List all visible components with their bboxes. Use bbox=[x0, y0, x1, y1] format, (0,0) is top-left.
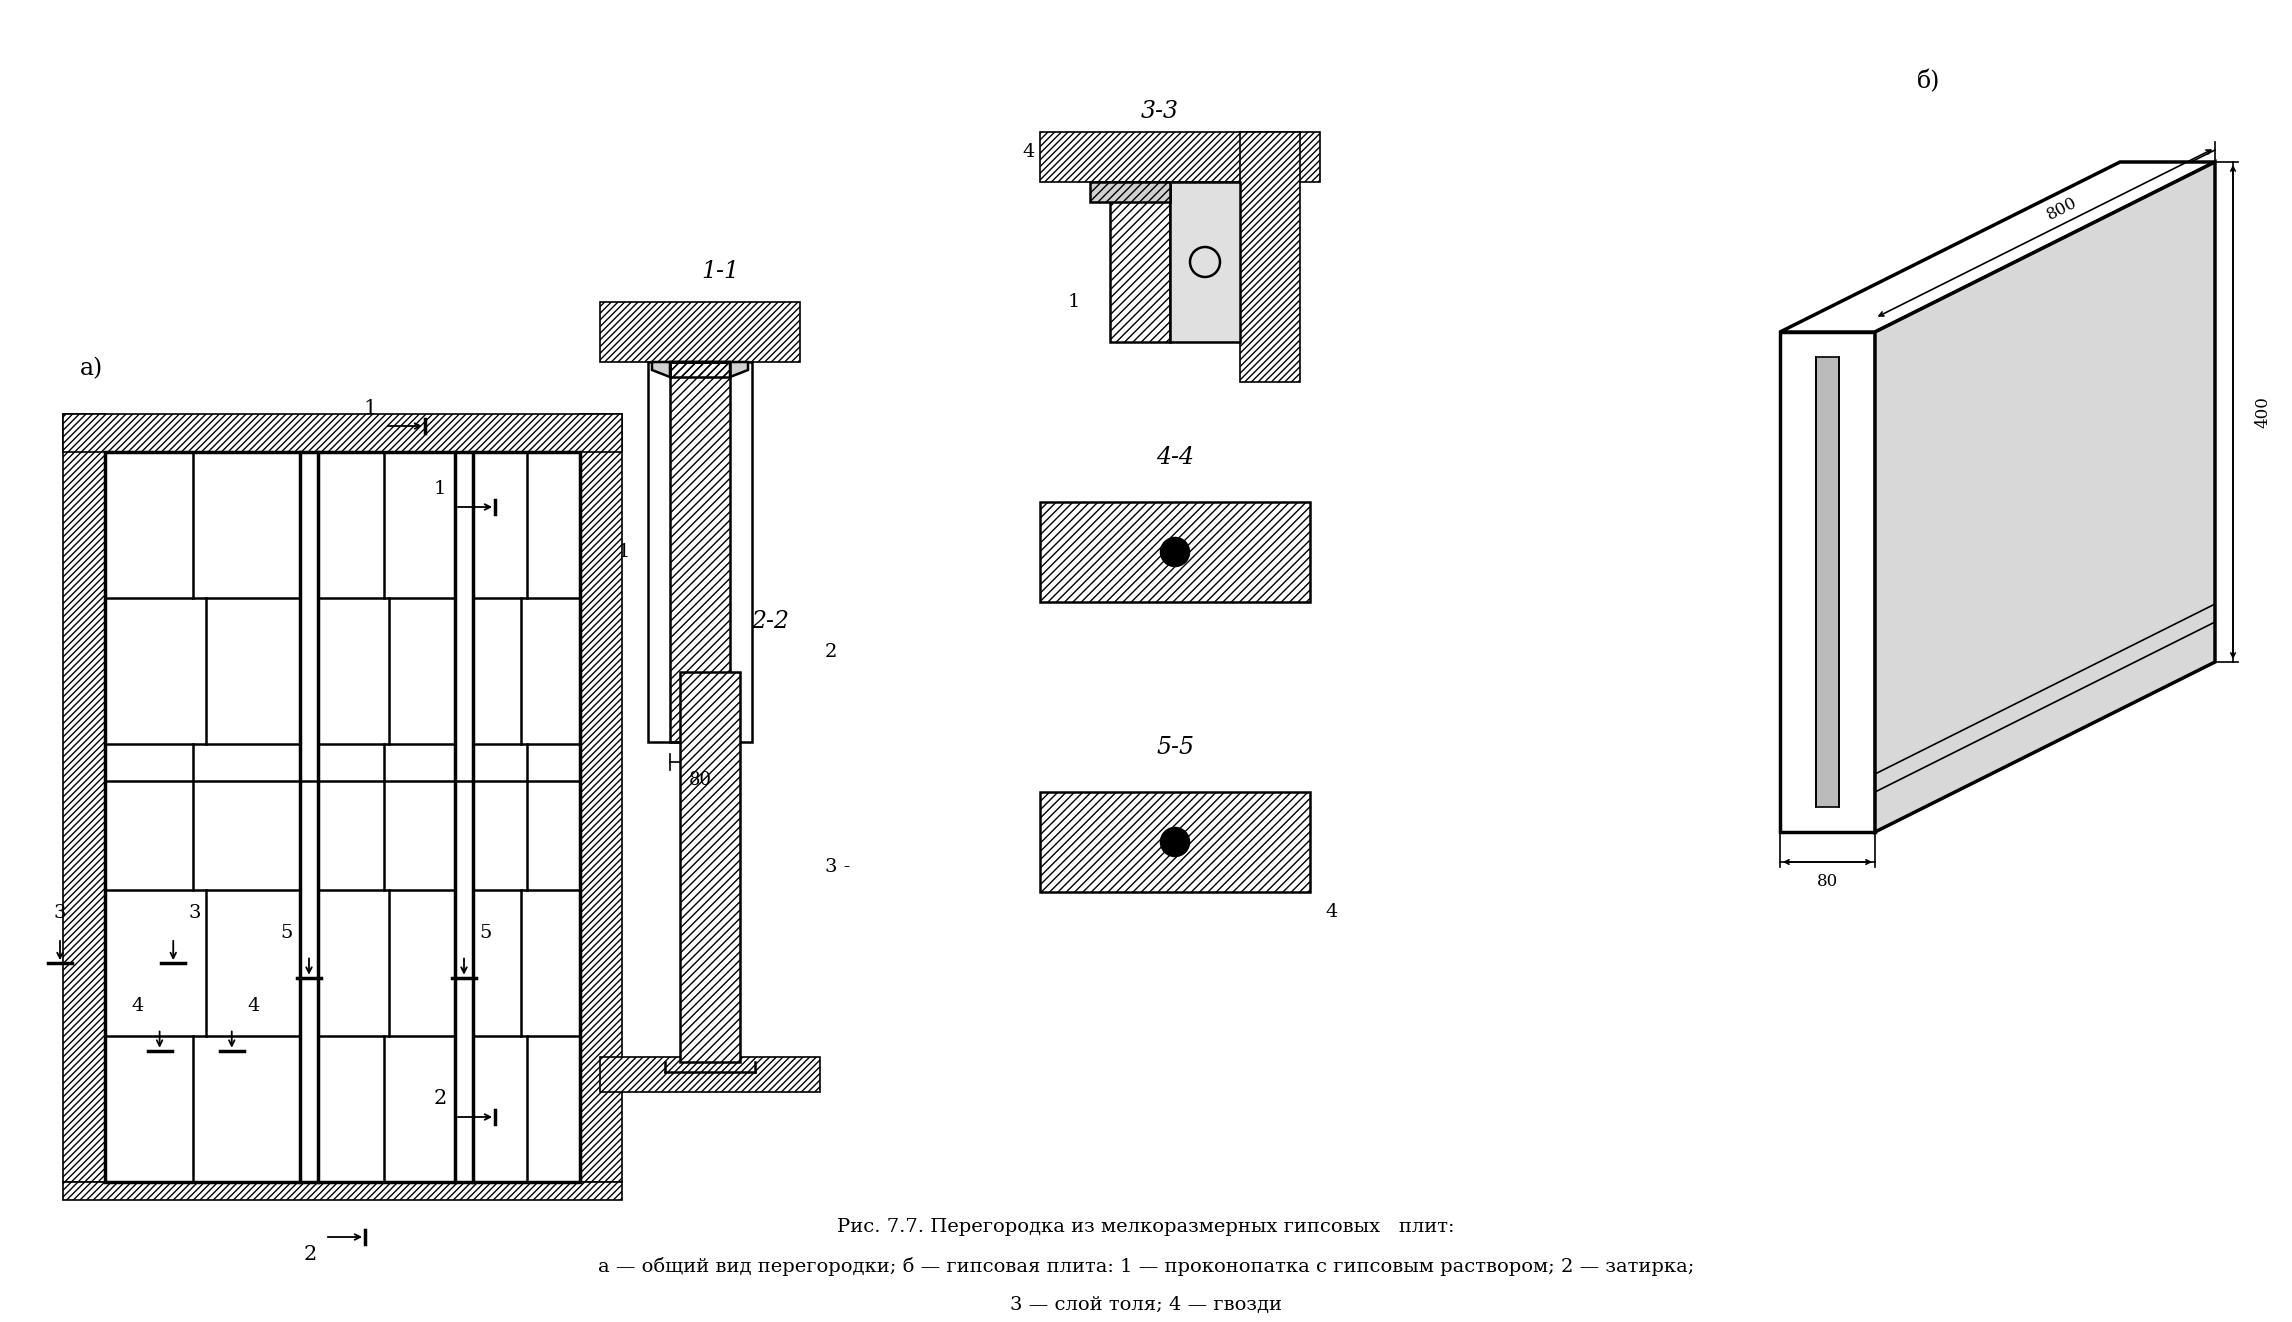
Bar bbox=[62, 414, 621, 452]
Text: б): б) bbox=[1918, 70, 1941, 94]
Bar bbox=[1815, 357, 1838, 806]
Text: 400: 400 bbox=[2255, 397, 2271, 428]
Polygon shape bbox=[651, 362, 747, 377]
Bar bbox=[1781, 332, 1875, 832]
Text: 4: 4 bbox=[1022, 143, 1036, 161]
Text: 3 -: 3 - bbox=[825, 858, 850, 876]
Text: 2: 2 bbox=[303, 1245, 316, 1265]
Bar bbox=[669, 362, 729, 377]
Circle shape bbox=[1162, 538, 1190, 566]
Bar bbox=[1091, 182, 1169, 202]
Text: 1: 1 bbox=[364, 398, 376, 418]
Text: 4: 4 bbox=[248, 997, 259, 1014]
Bar bbox=[62, 1182, 621, 1200]
Bar bbox=[580, 414, 621, 1182]
Bar bbox=[1240, 132, 1300, 382]
Text: Рис. 7.7. Перегородка из мелкоразмерных гипсовых   плит:: Рис. 7.7. Перегородка из мелкоразмерных … bbox=[837, 1218, 1455, 1236]
Text: 80: 80 bbox=[688, 771, 711, 789]
Text: 5: 5 bbox=[479, 924, 493, 941]
Circle shape bbox=[1162, 828, 1190, 857]
Text: 3: 3 bbox=[188, 904, 202, 921]
Text: 5-5: 5-5 bbox=[1155, 735, 1194, 759]
Bar bbox=[601, 1058, 821, 1092]
Text: 4-4: 4-4 bbox=[1155, 446, 1194, 468]
Text: а — общий вид перегородки; б — гипсовая плита: 1 — проконопатка с гипсовым раств: а — общий вид перегородки; б — гипсовая … bbox=[598, 1257, 1694, 1277]
Text: 2-2: 2-2 bbox=[752, 611, 788, 633]
Bar bbox=[1041, 792, 1311, 892]
Text: 3 — слой толя; 4 — гвозди: 3 — слой толя; 4 — гвозди bbox=[1011, 1296, 1281, 1314]
Bar bbox=[681, 672, 740, 1062]
Polygon shape bbox=[1875, 163, 2214, 832]
Text: 1: 1 bbox=[433, 480, 447, 498]
Text: 800: 800 bbox=[2044, 194, 2081, 223]
Bar bbox=[1041, 502, 1311, 602]
Text: 1: 1 bbox=[1068, 293, 1080, 311]
Text: 1-1: 1-1 bbox=[701, 260, 738, 283]
Text: 80: 80 bbox=[1815, 874, 1838, 891]
Text: 4: 4 bbox=[1325, 903, 1336, 921]
Polygon shape bbox=[1781, 163, 2214, 332]
Text: 3: 3 bbox=[53, 904, 66, 921]
Text: 5: 5 bbox=[282, 924, 293, 941]
Bar bbox=[669, 362, 729, 742]
Text: 4: 4 bbox=[131, 997, 144, 1014]
Text: 2: 2 bbox=[825, 642, 837, 661]
Text: а): а) bbox=[80, 357, 103, 381]
Bar bbox=[105, 452, 580, 1182]
Bar bbox=[601, 301, 800, 362]
Bar bbox=[649, 362, 752, 742]
Bar bbox=[1109, 182, 1169, 342]
Bar bbox=[1041, 132, 1320, 182]
Text: 3-3: 3-3 bbox=[1141, 100, 1178, 123]
Text: 2: 2 bbox=[433, 1089, 447, 1109]
Bar bbox=[1169, 182, 1240, 342]
Bar bbox=[62, 414, 105, 1182]
Text: 1: 1 bbox=[617, 543, 630, 561]
